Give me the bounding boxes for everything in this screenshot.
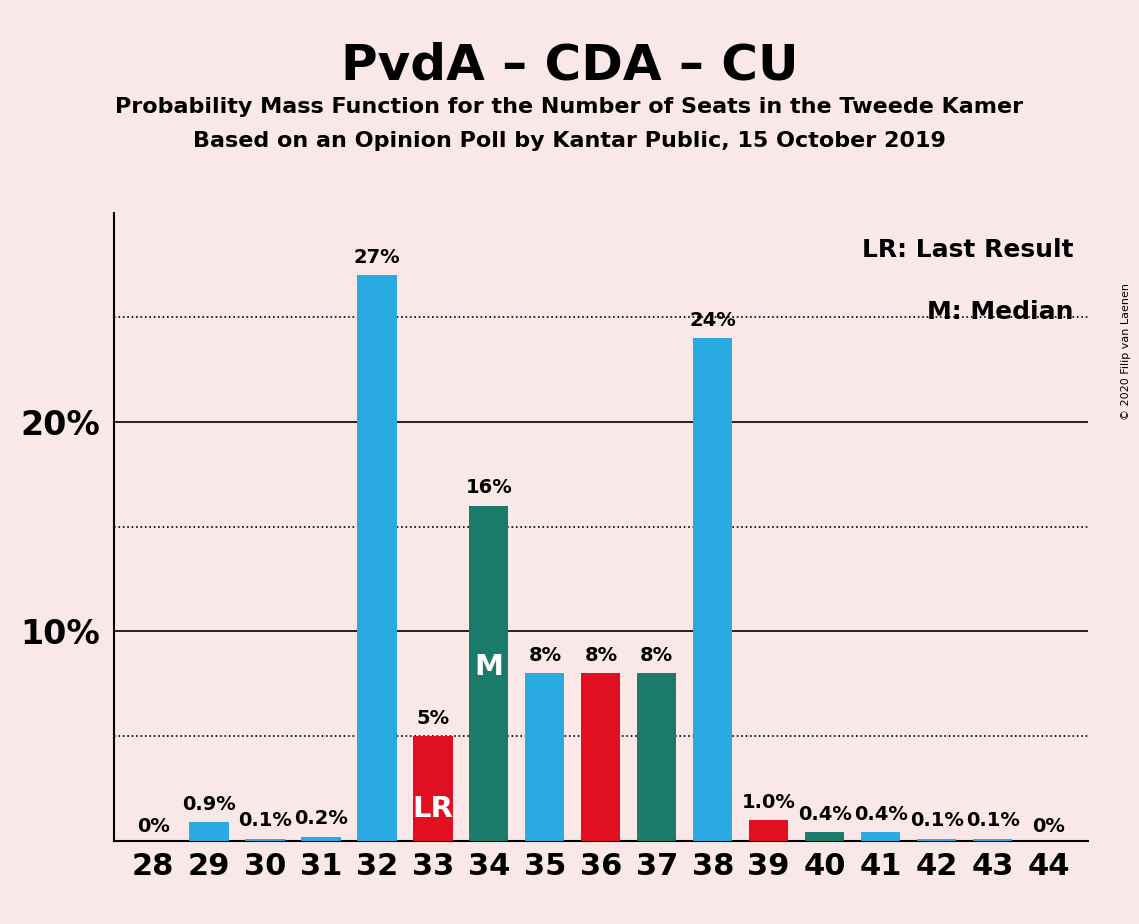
Bar — [694, 338, 732, 841]
Bar — [469, 505, 508, 841]
Bar — [861, 833, 900, 841]
Text: 0.2%: 0.2% — [294, 809, 347, 828]
Bar — [805, 833, 844, 841]
Bar — [637, 674, 677, 841]
Text: 27%: 27% — [353, 248, 400, 267]
Text: 0%: 0% — [1032, 817, 1065, 835]
Bar — [358, 275, 396, 841]
Bar — [302, 836, 341, 841]
Text: 8%: 8% — [584, 646, 617, 665]
Bar — [525, 674, 565, 841]
Text: 24%: 24% — [689, 310, 736, 330]
Text: M: M — [474, 652, 503, 681]
Text: LR: Last Result: LR: Last Result — [861, 237, 1073, 261]
Bar — [413, 736, 452, 841]
Text: 0.4%: 0.4% — [797, 805, 852, 824]
Bar — [749, 820, 788, 841]
Text: 8%: 8% — [528, 646, 562, 665]
Text: © 2020 Filip van Laenen: © 2020 Filip van Laenen — [1121, 283, 1131, 419]
Text: 1.0%: 1.0% — [741, 793, 796, 811]
Text: 5%: 5% — [417, 709, 450, 728]
Bar — [189, 822, 229, 841]
Text: 0.4%: 0.4% — [854, 805, 908, 824]
Text: 8%: 8% — [640, 646, 673, 665]
Bar — [245, 839, 285, 841]
Bar — [917, 839, 957, 841]
Text: PvdA – CDA – CU: PvdA – CDA – CU — [341, 42, 798, 90]
Bar — [581, 674, 621, 841]
Text: 16%: 16% — [466, 479, 513, 497]
Text: LR: LR — [412, 796, 453, 823]
Text: 0.1%: 0.1% — [238, 811, 292, 831]
Text: Based on an Opinion Poll by Kantar Public, 15 October 2019: Based on an Opinion Poll by Kantar Publi… — [194, 131, 945, 152]
Text: 0.9%: 0.9% — [182, 795, 236, 814]
Text: M: Median: M: Median — [927, 300, 1073, 324]
Bar — [973, 839, 1013, 841]
Text: Probability Mass Function for the Number of Seats in the Tweede Kamer: Probability Mass Function for the Number… — [115, 97, 1024, 117]
Text: 0.1%: 0.1% — [966, 811, 1019, 831]
Text: 0.1%: 0.1% — [910, 811, 964, 831]
Text: 0%: 0% — [137, 817, 170, 835]
